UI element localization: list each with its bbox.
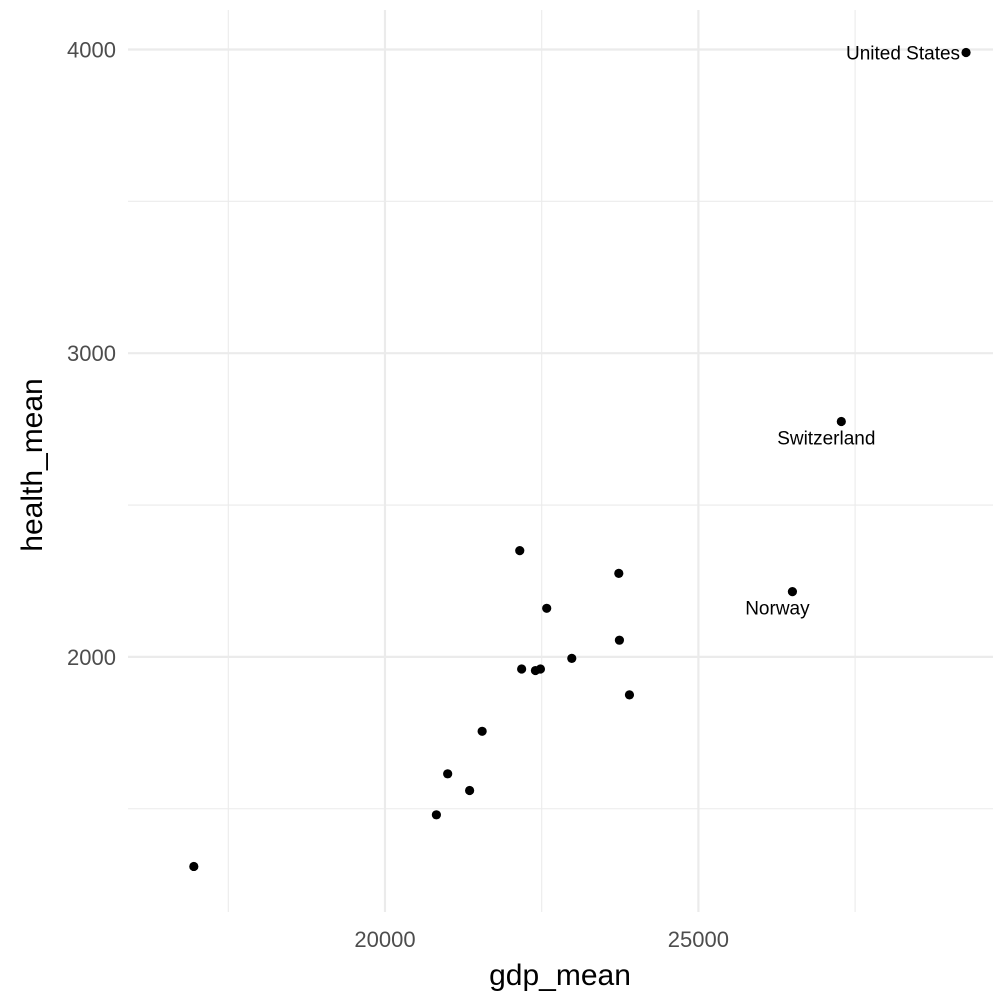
y-axis-title: health_mean — [16, 378, 49, 551]
x-tick-labels: 20000 25000 — [354, 927, 729, 952]
data-point — [961, 47, 971, 58]
data-point — [477, 726, 487, 736]
data-point — [535, 664, 546, 674]
data-point — [431, 810, 441, 820]
data-point — [787, 586, 798, 597]
data-point — [515, 545, 525, 556]
x-axis-title: gdp_mean — [489, 959, 631, 992]
y-tick-labels: 2000 3000 4000 — [67, 37, 116, 669]
grid-lines — [128, 10, 993, 912]
y-tick-label: 3000 — [67, 341, 116, 366]
point-labels: Norway Switzerland United States — [745, 44, 960, 620]
y-tick-label: 2000 — [67, 645, 116, 670]
y-tick-label: 4000 — [67, 37, 116, 62]
data-point — [465, 785, 475, 796]
x-tick-label: 25000 — [668, 927, 729, 952]
data-point — [624, 690, 635, 700]
x-tick-label: 20000 — [354, 927, 415, 952]
data-point — [189, 861, 199, 872]
point-label: Switzerland — [777, 429, 875, 450]
data-point — [614, 568, 624, 578]
data-point — [517, 664, 527, 674]
point-label: United States — [846, 44, 960, 65]
data-point — [542, 603, 552, 613]
data-point — [443, 769, 453, 779]
data-point — [836, 416, 846, 427]
data-point — [614, 635, 625, 645]
data-point — [567, 653, 577, 664]
data-points — [189, 47, 971, 872]
point-label: Norway — [745, 599, 810, 620]
